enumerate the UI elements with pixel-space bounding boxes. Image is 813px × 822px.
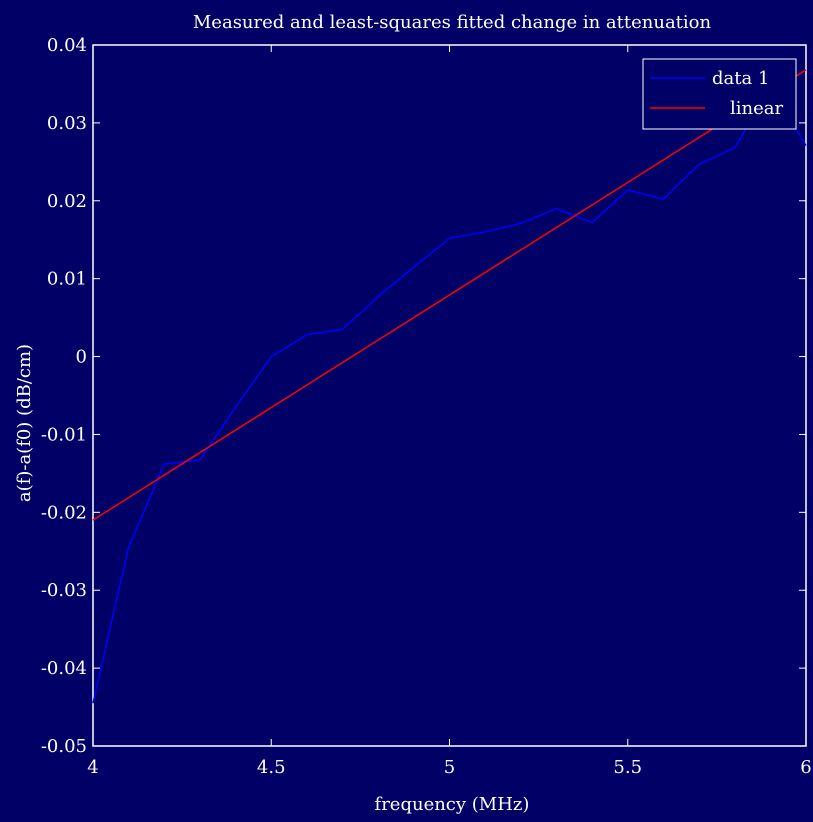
x-tick-label: 5 [444, 757, 455, 778]
x-tick-label: 4.5 [257, 757, 286, 778]
x-tick-label: 5.5 [613, 757, 642, 778]
legend: data 1 linear [642, 58, 797, 130]
y-tick-label: 0.02 [47, 191, 87, 212]
chart-title: Measured and least-squares fitted change… [193, 12, 712, 33]
y-tick-label: -0.04 [41, 658, 87, 679]
y-tick-label: -0.01 [41, 424, 87, 445]
series-lines [92, 69, 807, 704]
y-tick-label: -0.02 [41, 502, 87, 523]
x-tick-label: 6 [800, 757, 811, 778]
y-tick-label: 0.01 [47, 269, 87, 290]
y-tick-label: 0 [76, 347, 87, 368]
x-tick-label: 4 [87, 757, 98, 778]
plot-area [92, 44, 807, 747]
legend-box [642, 58, 797, 130]
y-tick-label: -0.05 [41, 736, 87, 757]
y-tick-label: 0.03 [47, 113, 87, 134]
y-axis-label: a(f)-a(f0) (dB/cm) [14, 344, 35, 502]
y-tick-label: 0.04 [47, 35, 87, 56]
y-tick-label: -0.03 [41, 580, 87, 601]
legend-label-data-1: data 1 [712, 68, 769, 89]
series-line-data-1 [92, 86, 807, 704]
legend-label-linear: linear [730, 98, 783, 119]
axis-ticks: 4 4.5 5 5.5 6 0.04 0.03 0.02 0.01 0 -0.01 -0.02 -0.0… [41, 35, 812, 778]
series-line-linear [92, 69, 807, 521]
x-axis-label: frequency (MHz) [375, 794, 530, 815]
